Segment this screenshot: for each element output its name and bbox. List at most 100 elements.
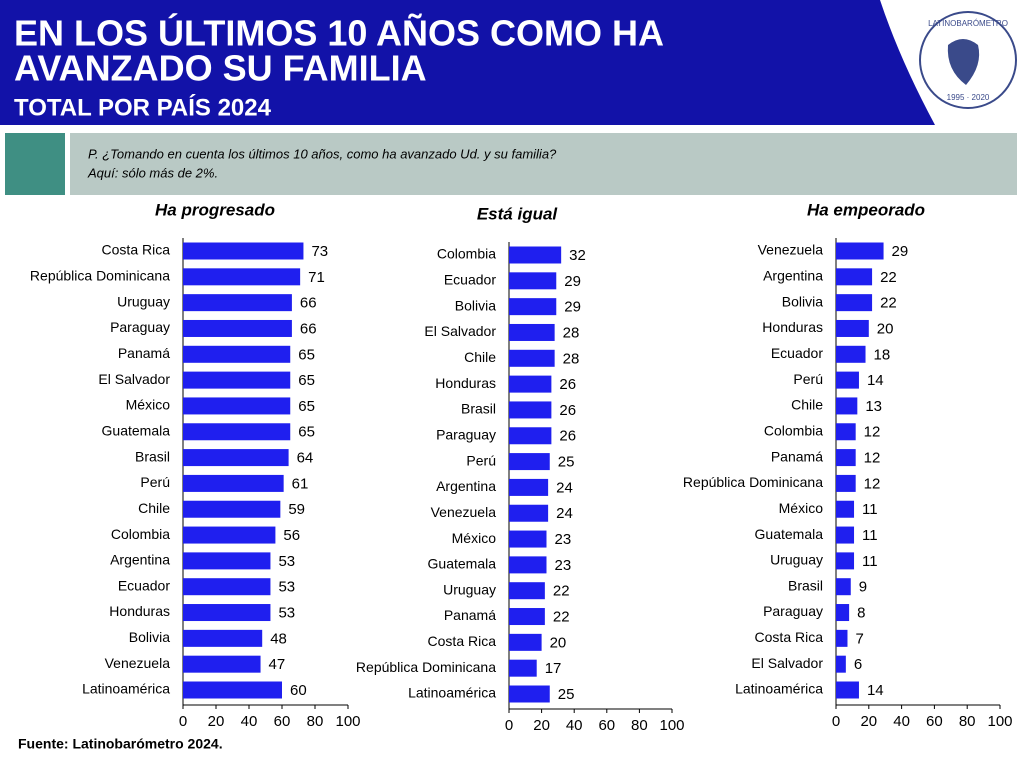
bar bbox=[836, 552, 855, 570]
category-label: Honduras bbox=[435, 375, 496, 391]
value-label: 28 bbox=[563, 324, 580, 341]
category-label: Perú bbox=[793, 371, 823, 387]
x-tick-label: 100 bbox=[335, 713, 360, 730]
x-tick-label: 0 bbox=[505, 717, 513, 734]
category-label: Brasil bbox=[135, 448, 170, 464]
value-label: 64 bbox=[297, 450, 314, 467]
value-label: 29 bbox=[892, 243, 909, 260]
bar bbox=[509, 478, 549, 496]
category-label: Guatemala bbox=[755, 526, 824, 542]
bar bbox=[509, 608, 545, 626]
category-label: Paraguay bbox=[436, 426, 496, 442]
category-label: Uruguay bbox=[117, 293, 170, 309]
value-label: 7 bbox=[855, 630, 863, 647]
value-label: 12 bbox=[864, 450, 881, 467]
value-label: 20 bbox=[877, 320, 894, 337]
question: Aquí: sólo más de 2%. bbox=[87, 165, 218, 180]
value-label: 14 bbox=[867, 682, 884, 699]
category-label: México bbox=[779, 500, 824, 516]
bar bbox=[183, 604, 271, 622]
x-tick-label: 100 bbox=[987, 713, 1012, 730]
category-label: Costa Rica bbox=[102, 242, 171, 258]
header-band bbox=[0, 0, 935, 125]
category-label: Guatemala bbox=[102, 422, 171, 438]
value-label: 29 bbox=[564, 273, 581, 290]
bar bbox=[509, 659, 537, 677]
value-label: 73 bbox=[311, 243, 328, 260]
value-label: 53 bbox=[278, 604, 295, 621]
bar bbox=[183, 655, 261, 673]
value-label: 25 bbox=[558, 686, 575, 703]
x-tick-label: 0 bbox=[179, 713, 187, 730]
bar bbox=[183, 371, 291, 389]
category-label: Venezuela bbox=[758, 242, 824, 258]
value-label: 65 bbox=[298, 346, 315, 363]
value-label: 24 bbox=[556, 479, 573, 496]
bar bbox=[836, 526, 855, 544]
category-label: Guatemala bbox=[428, 556, 497, 572]
category-label: Latinoamérica bbox=[82, 681, 170, 697]
value-label: 66 bbox=[300, 320, 317, 337]
bar bbox=[509, 272, 557, 290]
question: P. ¿Tomando en cuenta los últimos 10 año… bbox=[88, 146, 557, 161]
category-label: Argentina bbox=[763, 268, 823, 284]
bar bbox=[836, 578, 851, 596]
bar bbox=[509, 401, 552, 419]
bar bbox=[509, 453, 550, 471]
category-label: Argentina bbox=[110, 552, 170, 568]
value-label: 53 bbox=[278, 553, 295, 570]
title: AVANZADO SU FAMILIA bbox=[14, 48, 427, 89]
value-label: 53 bbox=[278, 579, 295, 596]
category-label: Brasil bbox=[461, 401, 496, 417]
bar bbox=[836, 423, 856, 441]
value-label: 22 bbox=[880, 295, 897, 312]
source: Fuente: Latinobarómetro 2024. bbox=[18, 736, 223, 752]
category-label: El Salvador bbox=[751, 655, 823, 671]
category-label: Ecuador bbox=[771, 345, 823, 361]
value-label: 6 bbox=[854, 656, 862, 673]
category-label: República Dominicana bbox=[356, 659, 496, 675]
value-label: 71 bbox=[308, 269, 325, 286]
x-tick-label: 60 bbox=[274, 713, 291, 730]
bar bbox=[509, 530, 547, 548]
bar bbox=[509, 504, 549, 522]
value-label: 11 bbox=[862, 527, 878, 544]
category-label: Ecuador bbox=[444, 272, 496, 288]
category-label: Chile bbox=[138, 500, 170, 516]
value-label: 28 bbox=[563, 350, 580, 367]
value-label: 25 bbox=[558, 454, 575, 471]
category-label: Panamá bbox=[771, 448, 823, 464]
value-label: 56 bbox=[283, 527, 300, 544]
value-label: 66 bbox=[300, 295, 317, 312]
value-label: 24 bbox=[556, 505, 573, 522]
value-label: 65 bbox=[298, 398, 315, 415]
logo-map bbox=[947, 39, 980, 85]
category-label: México bbox=[452, 530, 497, 546]
chart-title: Está igual bbox=[477, 204, 559, 223]
value-label: 23 bbox=[554, 531, 571, 548]
category-label: Bolivia bbox=[455, 297, 496, 313]
bar bbox=[836, 294, 873, 312]
title: EN LOS ÚLTIMOS 10 AÑOS COMO HA bbox=[14, 12, 664, 54]
category-label: El Salvador bbox=[98, 371, 170, 387]
bar bbox=[509, 323, 555, 341]
value-label: 18 bbox=[874, 346, 891, 363]
category-label: Ecuador bbox=[118, 577, 170, 593]
category-label: Chile bbox=[464, 349, 496, 365]
category-label: Paraguay bbox=[110, 319, 170, 335]
bar bbox=[509, 582, 545, 600]
category-label: Uruguay bbox=[770, 552, 823, 568]
bar bbox=[509, 375, 552, 393]
value-label: 23 bbox=[554, 557, 571, 574]
value-label: 13 bbox=[865, 398, 882, 415]
bar bbox=[183, 629, 263, 647]
bar bbox=[183, 294, 292, 312]
bar bbox=[183, 397, 291, 415]
category-label: Costa Rica bbox=[428, 633, 497, 649]
bar bbox=[183, 552, 271, 570]
x-tick-label: 20 bbox=[208, 713, 225, 730]
value-label: 59 bbox=[288, 501, 305, 518]
value-label: 17 bbox=[545, 660, 562, 677]
category-label: Colombia bbox=[764, 422, 823, 438]
